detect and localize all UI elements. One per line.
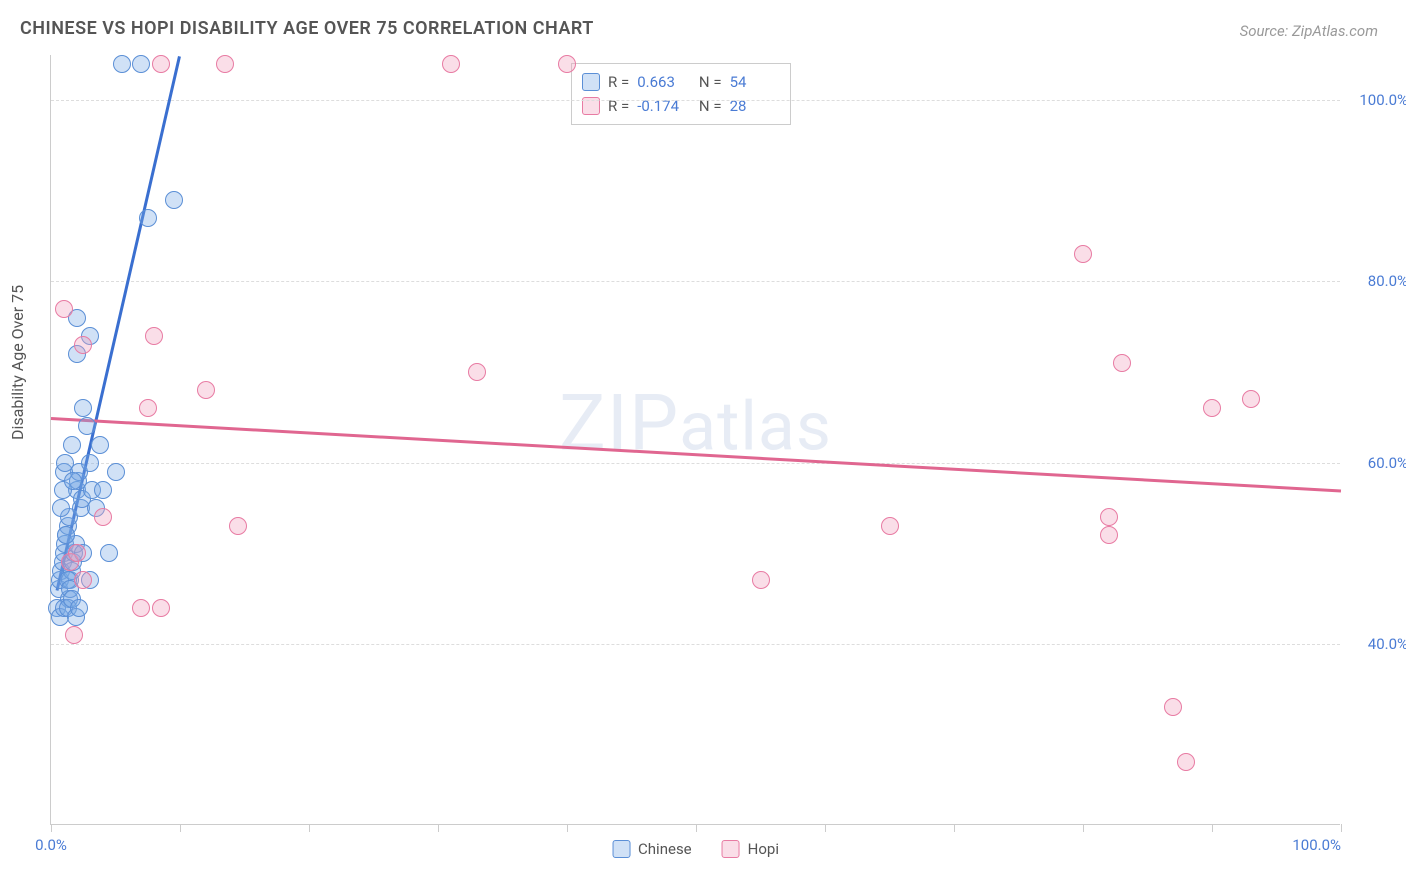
y-tick-label: 80.0%: [1348, 272, 1406, 290]
data-point: [145, 327, 163, 345]
data-point: [139, 399, 157, 417]
x-tick: [1083, 824, 1084, 832]
stat-row: R = -0.174 N = 28: [582, 94, 780, 118]
stat-n-value: 28: [730, 94, 780, 118]
data-point: [1242, 390, 1260, 408]
stat-r-value: -0.174: [637, 94, 687, 118]
data-point: [132, 55, 150, 73]
y-axis-label: Disability Age Over 75: [8, 285, 27, 440]
data-point: [1100, 526, 1118, 544]
x-tick-label: 0.0%: [35, 836, 67, 854]
data-point: [468, 363, 486, 381]
data-point: [1164, 698, 1182, 716]
data-point: [1177, 753, 1195, 771]
data-point: [152, 599, 170, 617]
data-point: [152, 55, 170, 73]
stat-r-value: 0.663: [637, 70, 687, 94]
stat-n-label: N =: [695, 94, 721, 118]
x-tick: [51, 824, 52, 832]
data-point: [94, 481, 112, 499]
data-point: [132, 599, 150, 617]
legend-label: Chinese: [638, 840, 692, 858]
data-point: [64, 472, 82, 490]
x-tick: [438, 824, 439, 832]
gridline: [51, 100, 1340, 101]
data-point: [81, 454, 99, 472]
data-point: [1203, 399, 1221, 417]
data-point: [139, 209, 157, 227]
x-tick: [825, 824, 826, 832]
stat-row: R = 0.663 N = 54: [582, 70, 780, 94]
data-point: [56, 454, 74, 472]
x-tick-label: 100.0%: [1292, 836, 1341, 854]
legend-swatch: [582, 73, 600, 91]
data-point: [74, 336, 92, 354]
x-tick: [567, 824, 568, 832]
data-point: [558, 55, 576, 73]
stat-n-value: 54: [730, 70, 780, 94]
data-point: [216, 55, 234, 73]
data-point: [197, 381, 215, 399]
data-point: [91, 436, 109, 454]
stat-r-label: R =: [608, 94, 629, 118]
legend-swatch: [612, 840, 630, 858]
data-point: [74, 571, 92, 589]
data-point: [100, 544, 118, 562]
data-point: [881, 517, 899, 535]
data-point: [94, 508, 112, 526]
x-tick: [1212, 824, 1213, 832]
data-point: [1074, 245, 1092, 263]
data-point: [752, 571, 770, 589]
source-label: Source: ZipAtlas.com: [1240, 22, 1378, 40]
legend-label: Hopi: [748, 840, 779, 858]
y-tick-label: 40.0%: [1348, 635, 1406, 653]
data-point: [229, 517, 247, 535]
series-legend: Chinese Hopi: [612, 840, 779, 858]
stat-n-label: N =: [695, 70, 721, 94]
data-point: [1100, 508, 1118, 526]
y-tick-label: 60.0%: [1348, 454, 1406, 472]
legend-item: Chinese: [612, 840, 692, 858]
data-point: [165, 191, 183, 209]
trend-line: [51, 417, 1341, 492]
data-point: [63, 436, 81, 454]
data-point: [107, 463, 125, 481]
data-point: [1113, 354, 1131, 372]
legend-item: Hopi: [722, 840, 779, 858]
x-tick: [1341, 824, 1342, 832]
x-tick: [696, 824, 697, 832]
chart-title: CHINESE VS HOPI DISABILITY AGE OVER 75 C…: [20, 18, 594, 39]
y-tick-label: 100.0%: [1348, 91, 1406, 109]
data-point: [57, 526, 75, 544]
data-point: [74, 399, 92, 417]
data-point: [78, 417, 96, 435]
x-tick: [954, 824, 955, 832]
x-tick: [309, 824, 310, 832]
gridline: [51, 644, 1340, 645]
plot-area: ZIPatlas R =0.663 N =54R =-0.174 N =28 C…: [50, 55, 1340, 825]
data-point: [70, 599, 88, 617]
stat-r-label: R =: [608, 70, 629, 94]
data-point: [55, 300, 73, 318]
data-point: [52, 499, 70, 517]
data-point: [442, 55, 460, 73]
data-point: [113, 55, 131, 73]
gridline: [51, 463, 1340, 464]
data-point: [68, 544, 86, 562]
legend-swatch: [722, 840, 740, 858]
stats-legend-box: R = 0.663 N = 54 R = -0.174 N = 28: [571, 63, 791, 125]
data-point: [65, 626, 83, 644]
gridline: [51, 281, 1340, 282]
x-tick: [180, 824, 181, 832]
